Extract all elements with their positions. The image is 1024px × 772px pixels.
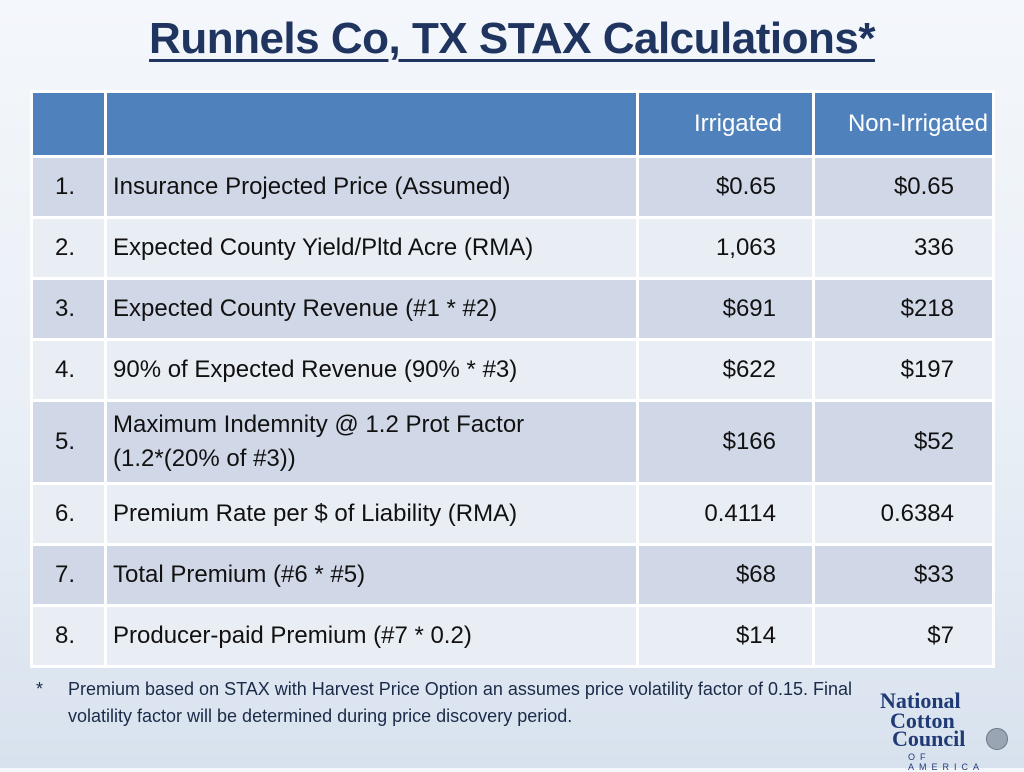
footnote: * Premium based on STAX with Harvest Pri…: [36, 676, 876, 730]
ncc-logo: National Cotton Council OF AMERICA: [878, 688, 1008, 772]
logo-line-national: National: [880, 688, 961, 713]
row-number: 2.: [30, 215, 107, 280]
logo-line-of-america: OF AMERICA: [908, 752, 985, 772]
row-non-irrigated-value: 336: [812, 215, 995, 280]
row-non-irrigated-value: $52: [812, 398, 995, 486]
row-description: Insurance Projected Price (Assumed): [104, 155, 639, 219]
row-irrigated-value: $691: [636, 276, 815, 341]
row-number: 4.: [30, 337, 107, 402]
table-row: 3. Expected County Revenue (#1 * #2) $69…: [30, 276, 995, 341]
stax-table: Irrigated Non-Irrigated 1. Insurance Pro…: [30, 90, 995, 668]
table-row: 8. Producer-paid Premium (#7 * 0.2) $14 …: [30, 604, 995, 668]
row-non-irrigated-value: $197: [812, 337, 995, 402]
row-description: Producer-paid Premium (#7 * 0.2): [104, 604, 639, 668]
row-description: 90% of Expected Revenue (90% * #3): [104, 337, 639, 402]
row-number: 6.: [30, 482, 107, 547]
page-title: Runnels Co, TX STAX Calculations*: [149, 14, 875, 63]
row-irrigated-value: $166: [636, 398, 815, 486]
row-irrigated-value: $0.65: [636, 155, 815, 219]
row-irrigated-value: 0.4114: [636, 482, 815, 547]
row-irrigated-value: 1,063: [636, 215, 815, 280]
row-irrigated-value: $622: [636, 337, 815, 402]
row-description: Maximum Indemnity @ 1.2 Prot Factor (1.2…: [104, 398, 639, 486]
row-irrigated-value: $14: [636, 604, 815, 668]
table-row: 4. 90% of Expected Revenue (90% * #3) $6…: [30, 337, 995, 402]
row-non-irrigated-value: $218: [812, 276, 995, 341]
row-non-irrigated-value: $0.65: [812, 155, 995, 219]
footnote-marker: *: [36, 679, 44, 699]
header-non-irrigated: Non-Irrigated: [812, 90, 995, 158]
row-description: Expected County Revenue (#1 * #2): [104, 276, 639, 341]
header-desc: [104, 90, 639, 158]
row-non-irrigated-value: 0.6384: [812, 482, 995, 547]
table-row: 2. Expected County Yield/Pltd Acre (RMA)…: [30, 215, 995, 280]
table-row: 7. Total Premium (#6 * #5) $68 $33: [30, 543, 995, 608]
row-description: Total Premium (#6 * #5): [104, 543, 639, 608]
row-number: 7.: [30, 543, 107, 608]
row-irrigated-value: $68: [636, 543, 815, 608]
row-non-irrigated-value: $33: [812, 543, 995, 608]
table-row: 1. Insurance Projected Price (Assumed) $…: [30, 155, 995, 219]
table-row: 6. Premium Rate per $ of Liability (RMA)…: [30, 482, 995, 547]
row-description-line1: Maximum Indemnity @ 1.2 Prot Factor: [113, 410, 525, 438]
logo-line-cotton: Cotton: [890, 708, 955, 733]
table-header-row: Irrigated Non-Irrigated: [30, 90, 995, 158]
logo-line-council: Council: [892, 726, 966, 751]
footnote-text: Premium based on STAX with Harvest Price…: [68, 679, 852, 726]
row-number: 8.: [30, 604, 107, 668]
row-non-irrigated-value: $7: [812, 604, 995, 668]
row-description: Premium Rate per $ of Liability (RMA): [104, 482, 639, 547]
row-description-line2: (1.2*(20% of #3)): [113, 444, 296, 472]
header-irrigated: Irrigated: [636, 90, 815, 158]
row-description: Expected County Yield/Pltd Acre (RMA): [104, 215, 639, 280]
table-row: 5. Maximum Indemnity @ 1.2 Prot Factor (…: [30, 398, 995, 486]
header-num: [30, 90, 107, 158]
row-number: 3.: [30, 276, 107, 341]
cotton-boll-seal-icon: [986, 728, 1008, 750]
row-number: 1.: [30, 155, 107, 219]
row-number: 5.: [30, 398, 107, 486]
